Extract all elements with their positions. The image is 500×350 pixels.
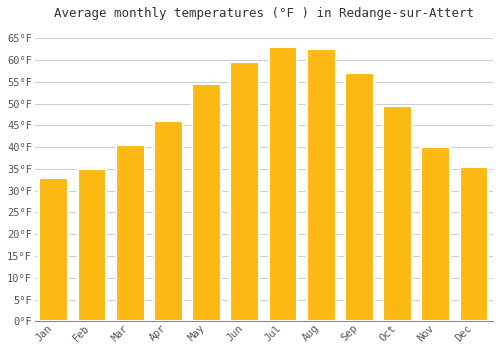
Bar <box>78 169 106 321</box>
Title: Average monthly temperatures (°F ) in Redange-sur-Attert: Average monthly temperatures (°F ) in Re… <box>54 7 474 20</box>
Bar <box>422 147 450 321</box>
Bar <box>230 62 259 321</box>
Bar <box>154 121 182 321</box>
Bar <box>345 73 374 321</box>
Bar <box>192 84 221 321</box>
Bar <box>460 167 488 321</box>
Bar <box>116 145 144 321</box>
Bar <box>40 178 68 321</box>
Bar <box>268 47 298 321</box>
Bar <box>383 106 412 321</box>
Bar <box>307 49 336 321</box>
